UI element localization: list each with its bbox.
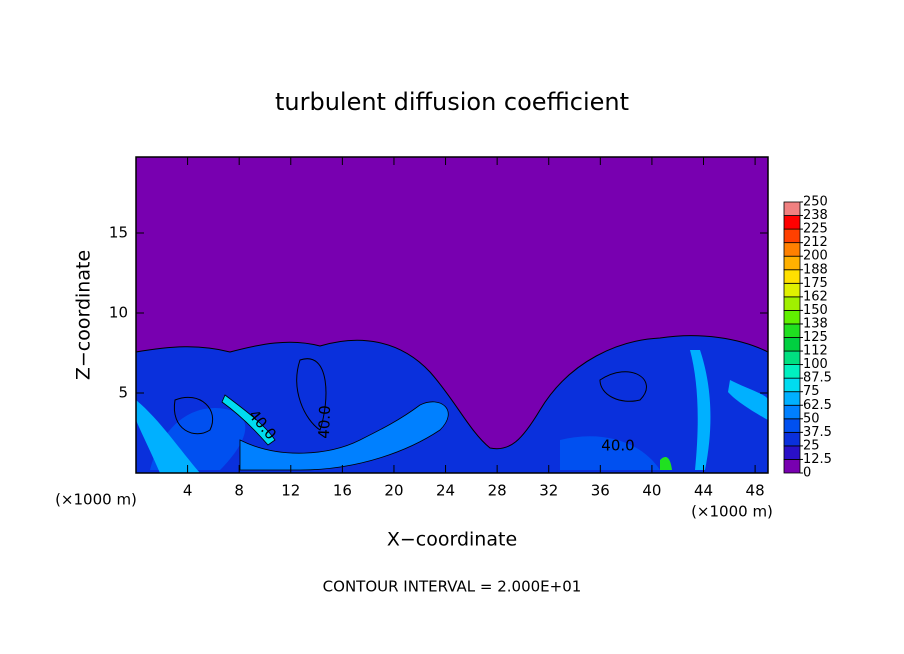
x-tick-label: 20 bbox=[384, 482, 403, 500]
x-tick-label: 36 bbox=[591, 482, 610, 500]
colorbar-swatch bbox=[783, 255, 801, 271]
x-tick-label: 44 bbox=[694, 482, 713, 500]
colorbar-swatch bbox=[783, 445, 801, 460]
x-tick-label: 16 bbox=[333, 482, 352, 500]
x-tick-label: 8 bbox=[234, 482, 244, 500]
colorbar-tick-label: 37.5 bbox=[803, 425, 832, 440]
colorbar-tick-label: 12.5 bbox=[803, 452, 832, 467]
colorbar-tick-label: 212 bbox=[803, 235, 828, 250]
x-tick-label: 4 bbox=[183, 482, 193, 500]
colorbar-swatch bbox=[783, 431, 801, 447]
colorbar-tick-label: 100 bbox=[803, 357, 828, 372]
contour-line bbox=[599, 371, 647, 402]
x-tick-label: 48 bbox=[746, 482, 765, 500]
colorbar-swatch bbox=[783, 418, 801, 433]
field-streak bbox=[690, 350, 711, 470]
y-tick-label: 5 bbox=[118, 384, 128, 402]
colorbar-swatch bbox=[783, 201, 801, 216]
contour-interval-note: CONTOUR INTERVAL = 2.000E+01 bbox=[323, 578, 582, 596]
x-tick-label: 32 bbox=[539, 482, 558, 500]
colorbar-tick-label: 188 bbox=[803, 262, 828, 277]
colorbar-tick-label: 125 bbox=[803, 330, 828, 345]
colorbar-tick-label: 87.5 bbox=[803, 371, 832, 386]
plot-frame bbox=[135, 156, 769, 474]
y-tick-label: 10 bbox=[109, 304, 128, 322]
field-region bbox=[560, 436, 660, 470]
x-tick-label: 40 bbox=[642, 482, 661, 500]
field-streak bbox=[221, 394, 276, 446]
chart-title: turbulent diffusion coefficient bbox=[275, 88, 629, 116]
x-tick-label: 28 bbox=[488, 482, 507, 500]
colorbar-swatch bbox=[783, 296, 801, 311]
colorbar-swatch bbox=[783, 269, 801, 284]
colorbar-tick-label: 162 bbox=[803, 289, 828, 304]
x-axis-label: X−coordinate bbox=[387, 529, 517, 551]
y-axis-label: Z−coordinate bbox=[73, 250, 95, 380]
x-tick-label: 24 bbox=[436, 482, 455, 500]
colorbar-tick-label: 225 bbox=[803, 222, 828, 237]
contour-label: 40.0 bbox=[315, 405, 334, 439]
colorbar-swatch bbox=[783, 377, 801, 393]
colorbar-tick-label: 150 bbox=[803, 303, 828, 318]
colorbar-tick-label: 200 bbox=[803, 249, 828, 264]
colorbar-tick-label: 0 bbox=[803, 466, 811, 481]
colorbar-tick-label: 25 bbox=[803, 438, 820, 453]
field-streak bbox=[728, 380, 768, 420]
colorbar-swatch bbox=[783, 459, 801, 474]
contour-line bbox=[173, 396, 213, 435]
field-streak bbox=[660, 457, 672, 470]
colorbar-tick-label: 50 bbox=[803, 411, 820, 426]
colorbar-swatch bbox=[783, 242, 801, 257]
colorbar-swatch bbox=[783, 337, 801, 352]
colorbar-swatch bbox=[783, 228, 801, 244]
colorbar-swatch bbox=[783, 309, 801, 325]
contour-label: 40.0 bbox=[601, 437, 634, 455]
contour-line bbox=[296, 358, 327, 431]
colorbar-swatch bbox=[783, 391, 801, 406]
field-streak bbox=[136, 400, 200, 473]
x-tick-label: 12 bbox=[281, 482, 300, 500]
colorbar-tick-label: 175 bbox=[803, 276, 828, 291]
y-unit-label: (×1000 m) bbox=[55, 491, 137, 509]
contour-field: 40.0 40.0 40.0 bbox=[135, 157, 769, 474]
colorbar-tick-label: 238 bbox=[803, 208, 828, 223]
y-tick-label: 15 bbox=[109, 224, 128, 242]
colorbar-swatch bbox=[783, 404, 801, 420]
colorbar-swatch bbox=[783, 323, 801, 338]
colorbar-swatch bbox=[783, 350, 801, 365]
colorbar-tick-label: 112 bbox=[803, 344, 828, 359]
colorbar-tick-label: 62.5 bbox=[803, 398, 832, 413]
colorbar-swatch bbox=[783, 364, 801, 379]
colorbar-swatch bbox=[783, 282, 801, 298]
x-unit-label: (×1000 m) bbox=[691, 503, 773, 521]
colorbar-tick-label: 138 bbox=[803, 316, 828, 331]
colorbar-tick-label: 75 bbox=[803, 384, 820, 399]
colorbar-tick-label: 250 bbox=[803, 195, 828, 210]
colorbar-swatch bbox=[783, 215, 801, 230]
field-region bbox=[239, 401, 449, 471]
